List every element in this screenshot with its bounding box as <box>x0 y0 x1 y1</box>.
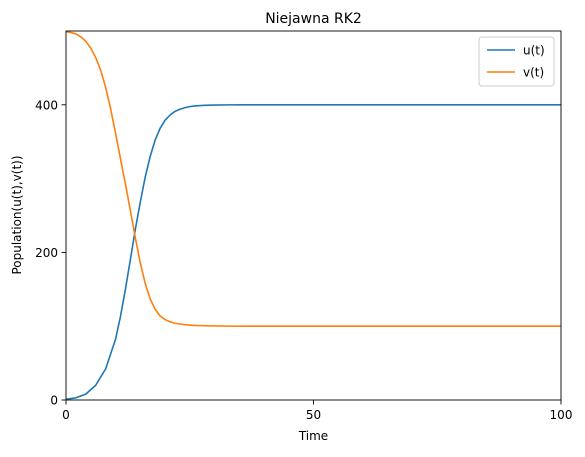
series-line-v <box>66 31 561 327</box>
axes: 0 50 100 0 200 400 <box>35 30 573 422</box>
y-axis-label: Population(u(t),v(t)) <box>10 155 24 274</box>
chart-title: Niejawna RK2 <box>265 11 362 27</box>
y-tick-label: 0 <box>50 394 58 408</box>
legend-label-u: u(t) <box>523 44 545 58</box>
series-line-u <box>66 104 561 400</box>
plot-area <box>66 31 561 400</box>
y-tick-label: 400 <box>35 98 58 112</box>
x-tick-label: 0 <box>62 408 70 422</box>
x-tick-label: 50 <box>306 408 321 422</box>
legend: u(t) v(t) <box>478 36 555 87</box>
y-tick-label: 200 <box>35 246 58 260</box>
x-tick-label: 100 <box>550 408 573 422</box>
legend-label-v: v(t) <box>523 66 544 80</box>
x-axis-label: Time <box>298 429 328 443</box>
